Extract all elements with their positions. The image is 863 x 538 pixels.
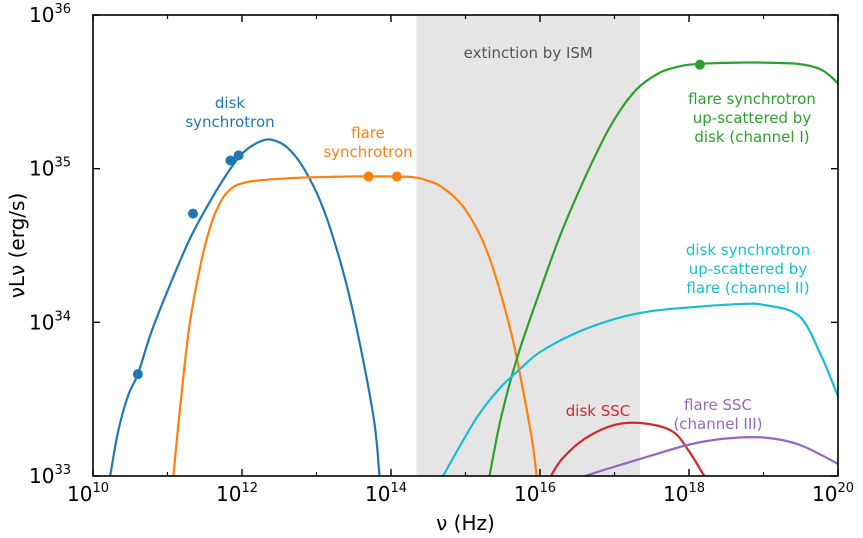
y-tick-base: 10	[29, 310, 54, 334]
x-tick-label: 1018	[663, 481, 705, 506]
series-label-line: flare SSC	[684, 396, 752, 414]
ism-extinction-band	[416, 15, 641, 476]
x-tick-label: 1016	[514, 481, 556, 506]
x-tick-exponent: 18	[688, 481, 705, 496]
y-tick-label: 1036	[29, 2, 71, 27]
y-axis-title: νLν (erg/s)	[5, 193, 29, 298]
series-flare-synchrotron-upscattered	[488, 59, 838, 476]
series-disk-synchrotron	[109, 138, 381, 476]
x-tick-exponent: 20	[837, 481, 854, 496]
series-disk-ssc	[549, 421, 706, 476]
y-tick-exponent: 33	[54, 463, 71, 478]
series-line-disk-ssc	[549, 421, 706, 476]
series-layer	[109, 59, 838, 476]
series-label-disk-synchrotron-upscattered: disk synchrotron up-scattered by flare (ch…	[686, 241, 810, 297]
x-axis-ticks: 1010 1012 1014 1016 1018 1020	[67, 15, 854, 506]
series-flare-synchrotron	[172, 171, 538, 476]
series-line-flare-synchrotron-upscattered	[488, 61, 838, 476]
data-point-disk-synchrotron	[188, 208, 199, 219]
y-tick-base: 10	[29, 3, 54, 27]
x-tick-base: 10	[663, 482, 688, 506]
series-label-line: (channel III)	[673, 415, 762, 433]
x-tick-label: 1020	[812, 481, 854, 506]
series-line-disk-synchrotron-upscattered	[442, 302, 838, 476]
series-label-line: synchrotron	[185, 113, 274, 131]
series-label-flare-synchrotron: flare synchrotron	[323, 124, 412, 161]
series-label-line: flare synchrotron	[688, 90, 816, 108]
series-label-line: synchrotron	[323, 143, 412, 161]
series-label-line: flare (channel II)	[686, 279, 809, 297]
x-tick-exponent: 16	[539, 481, 556, 496]
x-tick-base: 10	[67, 482, 92, 506]
x-tick-exponent: 12	[241, 481, 258, 496]
y-tick-exponent: 36	[54, 2, 71, 17]
x-tick-base: 10	[812, 482, 837, 506]
x-tick-base: 10	[365, 482, 390, 506]
ism-extinction-label: extinction by ISM	[464, 44, 593, 62]
x-tick-label: 1012	[216, 481, 258, 506]
series-label-line: disk synchrotron	[686, 241, 810, 259]
series-label-line: disk SSC	[566, 402, 630, 420]
y-tick-label: 1034	[29, 309, 71, 334]
series-label-disk-synchrotron: disk synchrotron	[185, 94, 274, 131]
x-tick-exponent: 10	[92, 481, 109, 496]
y-tick-label: 1035	[29, 156, 71, 181]
y-tick-exponent: 35	[54, 156, 71, 171]
x-tick-base: 10	[216, 482, 241, 506]
data-point-disk-synchrotron	[132, 369, 143, 380]
series-label-line: up-scattered by	[693, 109, 812, 127]
x-tick-exponent: 14	[390, 481, 407, 496]
series-label-line: disk (channel I)	[694, 128, 809, 146]
x-tick-label: 1014	[365, 481, 407, 506]
y-tick-label: 1033	[29, 463, 71, 488]
x-tick-base: 10	[514, 482, 539, 506]
plot-area: extinction by ISM	[416, 15, 641, 476]
data-point-disk-synchrotron	[225, 155, 236, 166]
y-tick-exponent: 34	[54, 309, 71, 324]
data-point-disk-synchrotron	[233, 150, 244, 161]
series-line-disk-synchrotron	[109, 138, 381, 476]
series-label-line: up-scattered by	[689, 260, 808, 278]
series-label-disk-ssc: disk SSC	[566, 402, 630, 420]
series-label-line: flare	[351, 124, 385, 142]
series-label-flare-ssc: flare SSC (channel III)	[673, 396, 762, 433]
series-flare-ssc	[584, 436, 838, 476]
series-disk-synchrotron-upscattered	[442, 302, 838, 476]
data-point-flare-synchrotron	[391, 171, 402, 182]
series-label-flare-synchrotron-upscattered: flare synchrotron up-scattered by disk (ch…	[688, 90, 816, 146]
series-line-flare-ssc	[584, 436, 838, 476]
y-tick-base: 10	[29, 464, 54, 488]
data-point-flare-synchrotron	[363, 171, 374, 182]
data-point-flare-synchrotron-upscattered	[694, 59, 705, 70]
series-label-line: disk	[215, 94, 246, 112]
y-tick-base: 10	[29, 157, 54, 181]
x-tick-label: 1010	[67, 481, 109, 506]
series-line-flare-synchrotron	[172, 175, 538, 476]
x-axis-title: ν (Hz)	[436, 511, 495, 535]
